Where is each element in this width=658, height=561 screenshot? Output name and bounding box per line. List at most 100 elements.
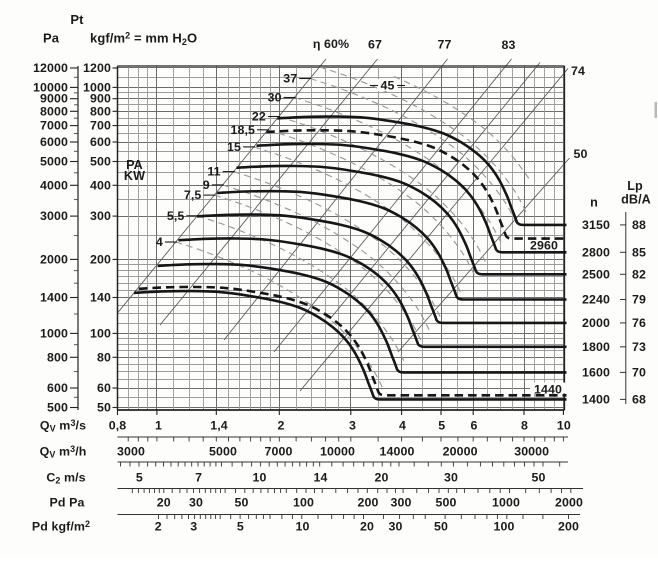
- svg-text:1,4: 1,4: [210, 419, 228, 433]
- svg-text:KW: KW: [124, 169, 145, 183]
- svg-text:PA: PA: [126, 158, 143, 172]
- svg-text:74: 74: [571, 64, 585, 78]
- svg-text:8: 8: [521, 419, 528, 433]
- svg-text:3150: 3150: [582, 218, 610, 232]
- svg-text:1: 1: [155, 419, 162, 433]
- svg-text:1440: 1440: [534, 383, 562, 397]
- svg-text:1600: 1600: [582, 365, 610, 379]
- svg-text:140: 140: [90, 291, 111, 305]
- svg-text:7,5: 7,5: [184, 188, 202, 202]
- svg-text:1000: 1000: [83, 80, 111, 94]
- svg-text:2000: 2000: [40, 252, 68, 266]
- svg-text:30: 30: [189, 496, 203, 510]
- svg-text:83: 83: [502, 38, 516, 52]
- svg-text:50: 50: [235, 496, 249, 510]
- svg-text:6000: 6000: [40, 135, 68, 149]
- svg-text:3: 3: [190, 520, 197, 534]
- svg-text:2240: 2240: [582, 293, 610, 307]
- svg-text:2000: 2000: [555, 496, 583, 510]
- svg-text:20: 20: [360, 520, 374, 534]
- svg-text:2800: 2800: [582, 245, 610, 259]
- svg-text:30000: 30000: [514, 445, 549, 459]
- svg-text:kgf/m2 = mm H2O: kgf/m2 = mm H2O: [90, 31, 197, 48]
- svg-text:800: 800: [47, 350, 68, 364]
- svg-text:3000: 3000: [40, 209, 68, 223]
- svg-text:2000: 2000: [582, 316, 610, 330]
- svg-text:9000: 9000: [40, 92, 68, 106]
- svg-text:2: 2: [155, 520, 162, 534]
- svg-text:400: 400: [90, 178, 111, 192]
- svg-text:20000: 20000: [443, 445, 478, 459]
- svg-text:5000: 5000: [209, 445, 237, 459]
- svg-text:50: 50: [532, 471, 546, 485]
- svg-text:60: 60: [97, 381, 111, 395]
- svg-text:5: 5: [237, 520, 244, 534]
- svg-text:QV m3/h: QV m3/h: [40, 444, 87, 460]
- svg-text:1800: 1800: [582, 340, 610, 354]
- svg-text:70: 70: [632, 365, 646, 379]
- svg-text:n: n: [590, 196, 598, 210]
- svg-text:5: 5: [438, 419, 445, 433]
- svg-text:67: 67: [368, 38, 382, 52]
- svg-text:500: 500: [47, 401, 68, 415]
- svg-text:dB/A: dB/A: [621, 193, 651, 207]
- svg-text:82: 82: [632, 267, 646, 281]
- svg-text:300: 300: [391, 496, 412, 510]
- svg-text:2: 2: [278, 419, 285, 433]
- svg-text:5: 5: [136, 471, 143, 485]
- svg-text:50: 50: [574, 147, 588, 161]
- svg-text:14000: 14000: [380, 445, 415, 459]
- svg-text:30: 30: [389, 520, 403, 534]
- svg-text:15: 15: [227, 140, 241, 154]
- svg-text:76: 76: [632, 316, 646, 330]
- svg-text:1400: 1400: [40, 291, 68, 305]
- svg-text:500: 500: [436, 496, 457, 510]
- svg-text:1400: 1400: [582, 392, 610, 406]
- svg-text:Lp: Lp: [627, 179, 643, 193]
- svg-text:68: 68: [632, 392, 646, 406]
- svg-text:QV m3/s: QV m3/s: [40, 418, 86, 434]
- svg-text:6: 6: [471, 419, 478, 433]
- svg-text:1000: 1000: [492, 496, 520, 510]
- svg-text:10: 10: [557, 419, 571, 433]
- svg-text:50: 50: [97, 401, 111, 415]
- svg-text:14: 14: [314, 471, 328, 485]
- svg-text:7000: 7000: [265, 445, 293, 459]
- svg-text:77: 77: [438, 38, 452, 52]
- svg-text:800: 800: [90, 104, 111, 118]
- svg-text:2500: 2500: [582, 267, 610, 281]
- svg-text:600: 600: [47, 381, 68, 395]
- svg-text:4000: 4000: [40, 178, 68, 192]
- svg-text:4: 4: [399, 419, 406, 433]
- svg-text:80: 80: [97, 350, 111, 364]
- svg-text:200: 200: [358, 496, 379, 510]
- svg-text:88: 88: [632, 218, 646, 232]
- svg-text:45: 45: [381, 79, 395, 93]
- svg-text:5000: 5000: [40, 155, 68, 169]
- svg-text:20: 20: [157, 496, 171, 510]
- svg-text:100: 100: [293, 496, 314, 510]
- svg-text:100: 100: [494, 520, 515, 534]
- svg-text:10: 10: [296, 520, 310, 534]
- svg-text:700: 700: [90, 119, 111, 133]
- svg-text:4: 4: [156, 235, 163, 249]
- svg-text:18,5: 18,5: [230, 123, 255, 137]
- svg-text:100: 100: [90, 326, 111, 340]
- svg-text:2960: 2960: [530, 238, 558, 252]
- svg-text:7: 7: [195, 471, 202, 485]
- svg-text:9: 9: [203, 178, 210, 192]
- svg-text:300: 300: [90, 209, 111, 223]
- svg-text:7000: 7000: [40, 119, 68, 133]
- svg-text:79: 79: [632, 293, 646, 307]
- svg-text:20: 20: [375, 471, 389, 485]
- svg-text:8000: 8000: [40, 104, 68, 118]
- svg-text:200: 200: [558, 520, 579, 534]
- svg-text:10: 10: [253, 471, 267, 485]
- svg-text:Pa: Pa: [43, 31, 60, 46]
- svg-text:50: 50: [434, 520, 448, 534]
- svg-text:1000: 1000: [40, 326, 68, 340]
- svg-text:12000: 12000: [33, 61, 68, 75]
- svg-text:Pd Pa: Pd Pa: [50, 496, 85, 510]
- svg-text:85: 85: [632, 245, 646, 259]
- svg-text:3: 3: [349, 419, 356, 433]
